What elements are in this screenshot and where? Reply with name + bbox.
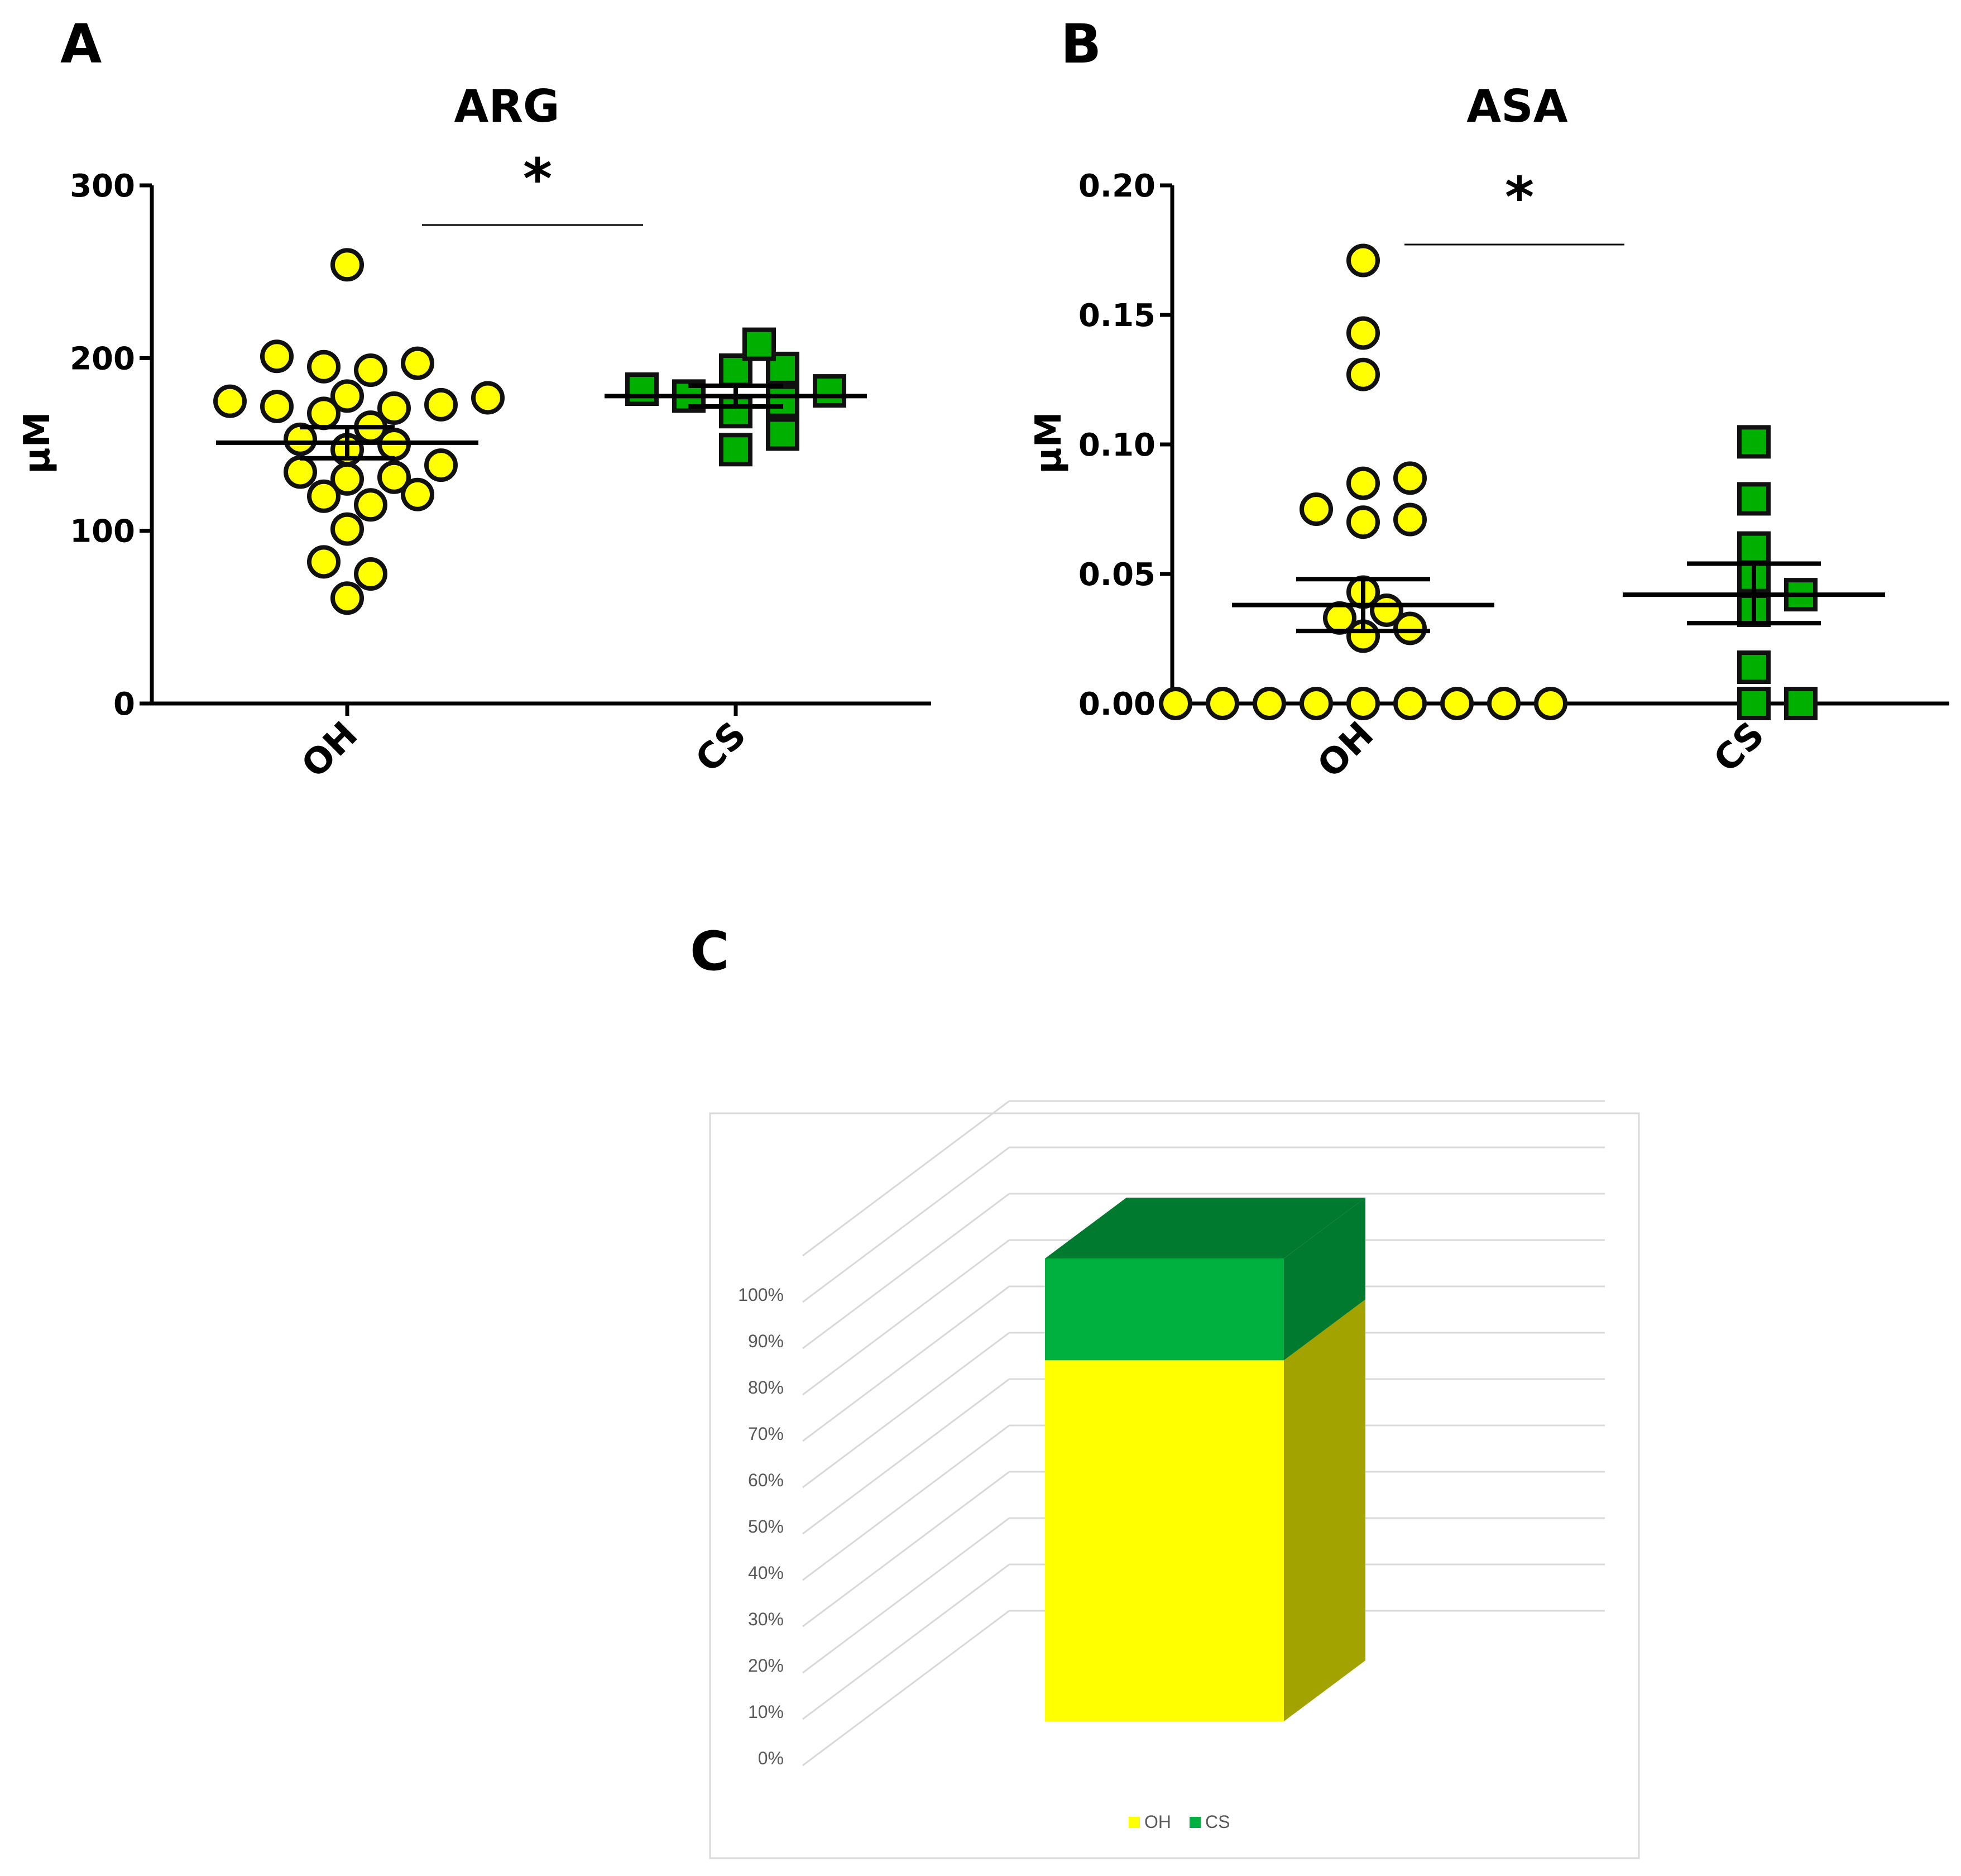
data-point-cs [627,375,656,404]
panel-letter-b: B [1061,13,1101,75]
y-tick-label-c: 100% [738,1285,784,1305]
significance-star-arg: * [523,146,552,212]
x-category-label: OH [294,714,366,786]
y-tick-label-c: 50% [748,1516,784,1537]
y-tick-label: 0.05 [1078,557,1155,593]
y-axis-label-arg: μM [17,412,58,474]
marks-arg [215,250,867,612]
data-point-oh [262,342,291,371]
y-tick-label: 100 [70,514,135,550]
chart-title-arg: ARG [454,80,559,132]
data-point-oh [380,463,409,492]
legend-swatch-cs [1190,1817,1201,1828]
data-point-oh [333,515,362,544]
data-point-cs [1786,689,1815,718]
data-point-oh [1349,508,1378,537]
y-tick-label: 200 [70,341,135,377]
data-point-oh [1349,469,1378,498]
data-point-oh [1396,463,1425,492]
panel-b: B ASA * μM 0.00 0.05 0.10 0.15 0.20 OH CS [1028,13,1949,786]
data-point-cs [1739,689,1768,718]
x-category-label: CS [1706,714,1772,781]
data-point-oh [333,583,362,612]
y-tick-label-c: 10% [748,1702,784,1722]
data-point-cs [1739,534,1768,563]
data-point-oh [1325,604,1354,633]
y-axis-label-asa: μM [1028,412,1070,474]
panel-a: A ARG * μM 0 100 200 300 OH CS [17,13,931,786]
data-point-oh [1442,689,1471,718]
data-point-oh [426,451,456,480]
data-point-oh [356,356,385,385]
y-tick-label: 0.10 [1078,427,1155,463]
axes-arg: 0 100 200 300 OH CS [70,168,931,786]
data-point-cs [721,435,750,464]
data-point-oh [309,352,338,381]
data-point-oh [1302,689,1331,718]
data-point-cs [768,387,797,416]
marks-asa [1161,246,1885,718]
data-point-oh [1349,246,1378,275]
data-point-oh [380,394,409,423]
x-category-label: OH [1310,714,1382,786]
y-tick-label-c: 90% [748,1331,784,1351]
data-point-oh [1302,495,1331,524]
data-point-oh [403,349,432,378]
data-point-oh [426,390,456,419]
y-tick-label: 300 [70,168,135,204]
y-tick-label-c: 30% [748,1609,784,1629]
panel-letter-a: A [60,13,102,75]
data-point-oh [473,383,502,412]
y-tick-label: 0 [113,686,135,722]
data-point-cs [1739,484,1768,513]
data-point-cs [815,376,844,405]
bar-segment-cs-front [1045,1258,1284,1360]
data-point-oh [1396,505,1425,534]
y-tick-label-c: 60% [748,1470,784,1490]
y-tick-label: 0.20 [1078,168,1155,204]
legend-swatch-oh [1129,1817,1140,1828]
bar-segment-oh-front [1045,1360,1284,1721]
data-point-oh [333,250,362,279]
data-point-oh [1349,360,1378,389]
significance-star-asa: * [1505,165,1534,230]
data-point-oh [215,387,244,416]
y-tick-label-c: 20% [748,1655,784,1676]
panel-letter-c: C [690,920,729,983]
bar-segment-oh-side [1284,1299,1365,1721]
y-tick-label-c: 80% [748,1377,784,1398]
data-point-oh [1208,689,1237,718]
data-point-cs [768,419,797,448]
data-point-oh [1536,689,1565,718]
chart-title-asa: ASA [1466,80,1568,132]
data-point-cs [1739,653,1768,682]
data-point-cs [1739,427,1768,456]
figure: A ARG * μM 0 100 200 300 OH CS B ASA * μM 0.0… [0,0,1961,1876]
x-category-label: CS [688,714,754,781]
data-point-oh [309,547,338,576]
y-tick-label: 0.15 [1078,298,1155,334]
data-point-oh [1349,318,1378,347]
data-point-oh [1161,689,1190,718]
data-point-oh [356,559,385,588]
data-point-oh [1396,689,1425,718]
data-point-oh [356,490,385,519]
data-point-oh [1255,689,1284,718]
data-point-cs [745,330,774,359]
legend-label-cs: CS [1205,1812,1230,1832]
data-point-oh [1489,689,1518,718]
data-point-oh [262,392,291,421]
y-tick-label-c: 0% [758,1748,784,1768]
y-tick-label: 0.00 [1078,686,1155,722]
stacked-bar-c [1045,1198,1365,1721]
y-tick-label-c: 70% [748,1424,784,1444]
panel-c: C 0% 10% 20% 30% 40% 50% 60% 70% 80% 90% 100% OH C… [690,920,1639,1858]
legend-label-oh: OH [1144,1812,1171,1832]
y-tick-label-c: 40% [748,1563,784,1583]
data-point-oh [286,457,315,486]
data-point-oh [333,381,362,410]
data-point-oh [1349,689,1378,718]
data-point-oh [333,465,362,494]
